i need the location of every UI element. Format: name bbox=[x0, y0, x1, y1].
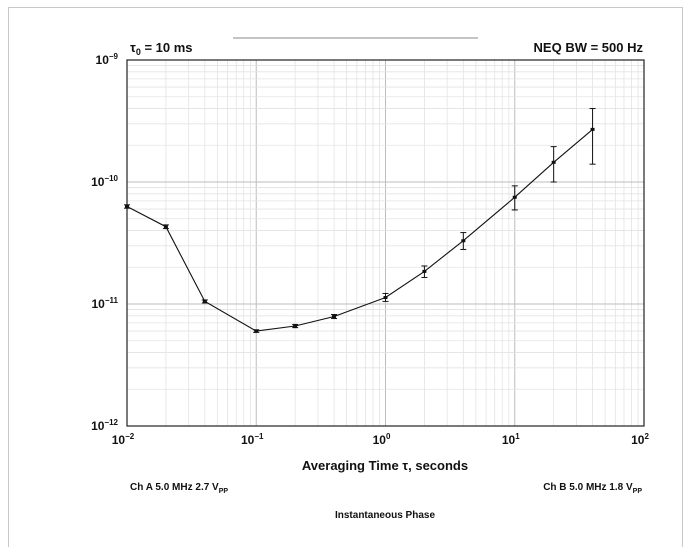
data-point bbox=[163, 225, 168, 229]
series-line bbox=[126, 128, 593, 332]
y-tick-label: 10−10 bbox=[91, 174, 118, 189]
data-point bbox=[202, 299, 207, 303]
x-tick-label: 101 bbox=[502, 432, 520, 447]
ch-b-label: Ch B 5.0 MHz 1.8 VPP bbox=[543, 482, 642, 495]
footer-label: Instantaneous Phase bbox=[335, 510, 435, 521]
x-tick-label: 102 bbox=[631, 432, 649, 447]
y-tick-label: 10−9 bbox=[96, 52, 119, 67]
tau0-annotation: τ0 = 10 ms bbox=[130, 40, 193, 57]
plot-grid bbox=[126, 60, 644, 427]
x-tick-label: 100 bbox=[373, 432, 391, 447]
y-tick-label: 10−12 bbox=[91, 418, 118, 433]
data-point bbox=[551, 160, 556, 164]
x-axis-label: Averaging Time τ, seconds bbox=[302, 458, 468, 473]
data-point bbox=[512, 195, 517, 199]
x-tick-label: 10−2 bbox=[112, 432, 135, 447]
x-tick-labels: 10−2 10−1 100 101 102 bbox=[112, 432, 650, 447]
data-point bbox=[254, 329, 259, 333]
series-group bbox=[124, 108, 596, 333]
neq-bw-annotation: NEQ BW = 500 Hz bbox=[534, 40, 644, 55]
data-point bbox=[383, 296, 388, 300]
data-point bbox=[590, 127, 595, 131]
data-point bbox=[461, 239, 466, 243]
ch-a-label: Ch A 5.0 MHz 2.7 VPP bbox=[130, 482, 228, 495]
y-tick-labels: 10−12 10−11 10−10 10−9 bbox=[91, 52, 118, 433]
x-tick-label: 10−1 bbox=[241, 432, 264, 447]
data-point bbox=[125, 204, 129, 208]
plot-border bbox=[126, 59, 645, 427]
data-point bbox=[332, 314, 337, 318]
data-point bbox=[422, 269, 427, 273]
data-point bbox=[293, 324, 298, 328]
y-tick-label: 10−11 bbox=[92, 296, 119, 311]
